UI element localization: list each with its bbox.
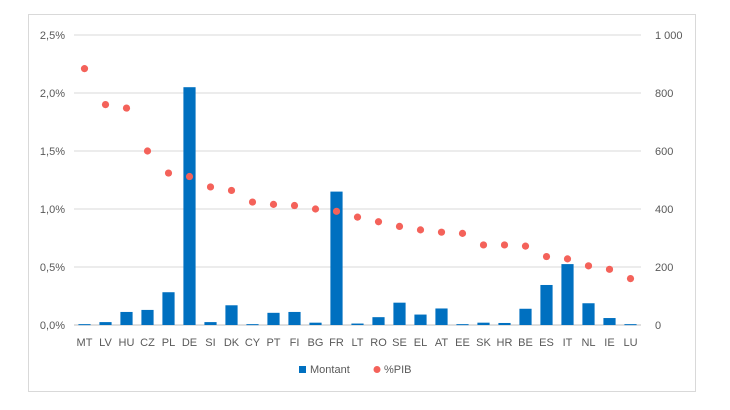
point-pib: [248, 198, 257, 206]
point-pib: [206, 183, 215, 191]
y-left-tick-label: 2,5%: [40, 30, 65, 42]
x-tick-label: HR: [497, 337, 513, 349]
y-left-tick-label: 0,5%: [40, 262, 65, 274]
bar-montant: [582, 303, 595, 325]
bar-montant: [372, 317, 385, 325]
x-tick-label: EL: [414, 337, 427, 349]
legend-marker-pib: [373, 366, 381, 373]
point-pib: [122, 104, 131, 112]
x-tick-label: CZ: [140, 337, 155, 349]
x-tick-label: IE: [604, 337, 614, 349]
x-tick-label: CY: [245, 337, 261, 349]
y-right-tick-label: 600: [655, 146, 673, 158]
x-tick-label: IT: [563, 337, 573, 349]
y-right-tick-label: 0: [655, 320, 661, 332]
bar-montant: [456, 324, 469, 326]
x-tick-label: DE: [182, 337, 197, 349]
x-tick-label: FR: [329, 337, 344, 349]
point-pib: [227, 186, 236, 195]
legend-label-pib: %PIB: [384, 364, 412, 376]
bar-montant: [204, 322, 217, 325]
x-tick-label: LT: [351, 337, 363, 349]
bar-montant: [330, 191, 343, 325]
x-tick-label: RO: [370, 337, 387, 349]
bar-montant: [288, 311, 301, 325]
x-tick-label: LV: [99, 337, 112, 349]
x-tick-label: AT: [435, 337, 449, 349]
bar-montant: [540, 284, 553, 325]
y-left-tick-label: 2,0%: [40, 88, 65, 100]
x-tick-label: PL: [162, 337, 175, 349]
y-right-tick-label: 800: [655, 88, 673, 100]
point-pib: [164, 169, 173, 177]
x-tick-label: SK: [476, 337, 491, 349]
point-pib: [353, 213, 362, 221]
x-tick-label: PT: [266, 337, 280, 349]
x-tick-label: ES: [539, 337, 554, 349]
y-left-tick-label: 1,5%: [40, 146, 65, 158]
x-tick-label: HU: [119, 337, 135, 349]
x-tick-label: LU: [623, 337, 637, 349]
point-pib: [332, 207, 341, 215]
y-right-tick-label: 200: [655, 262, 673, 274]
bar-montant: [603, 318, 616, 325]
point-pib: [500, 241, 509, 249]
bar-montant: [435, 308, 448, 325]
point-pib: [143, 147, 152, 155]
y-left-tick-label: 1,0%: [40, 204, 65, 216]
x-tick-label: MT: [77, 337, 93, 349]
point-pib: [269, 200, 278, 208]
bar-montant: [120, 311, 133, 325]
bar-montant: [309, 322, 322, 325]
bar-montant: [267, 312, 280, 325]
point-pib: [563, 255, 572, 263]
legend-label-montant: Montant: [310, 364, 350, 376]
point-pib: [101, 101, 110, 109]
bar-montant: [477, 322, 490, 325]
x-tick-label: BE: [518, 337, 533, 349]
bar-montant: [141, 309, 154, 325]
point-pib: [311, 205, 320, 213]
point-pib: [521, 242, 530, 250]
bar-montant: [183, 87, 196, 325]
point-pib: [584, 262, 593, 270]
bar-montant: [624, 324, 637, 326]
x-tick-label: SE: [392, 337, 407, 349]
point-pib: [605, 265, 614, 273]
legend-marker-montant: [299, 366, 306, 373]
point-pib: [290, 201, 299, 210]
point-pib: [479, 241, 488, 249]
bar-montant: [519, 308, 532, 325]
x-tick-label: BG: [308, 337, 324, 349]
bar-montant: [498, 322, 511, 325]
bar-montant: [162, 292, 175, 325]
x-tick-label: EE: [455, 337, 470, 349]
point-pib: [458, 229, 467, 237]
point-pib: [374, 218, 383, 226]
point-pib: [416, 226, 425, 234]
combo-chart: 0,0% 0,5% 1,0% 1,5% 2,0% 2,5% 0 200 400 600 800 1 0…: [40, 30, 683, 376]
x-tick-label: FI: [290, 337, 300, 349]
y-left-tick-label: 0,0%: [40, 320, 65, 332]
x-tick-label: NL: [581, 337, 595, 349]
x-tick-label: DK: [224, 337, 240, 349]
y-right-tick-label: 1 000: [655, 30, 683, 42]
bar-montant: [246, 324, 259, 326]
point-pib: [626, 275, 635, 283]
point-pib: [437, 228, 446, 236]
point-pib: [542, 252, 551, 261]
bar-montant: [393, 302, 406, 325]
point-pib: [80, 65, 89, 73]
point-pib: [395, 222, 404, 230]
bar-montant: [225, 305, 238, 325]
bar-montant: [561, 264, 574, 325]
bar-montant: [78, 324, 91, 326]
bar-montant: [351, 323, 364, 325]
chart-frame: 0,0% 0,5% 1,0% 1,5% 2,0% 2,5% 0 200 400 600 800 1 0…: [28, 14, 696, 392]
point-pib: [185, 172, 194, 181]
x-tick-label: SI: [205, 337, 215, 349]
bar-montant: [99, 322, 112, 325]
y-right-tick-label: 400: [655, 204, 673, 216]
bar-montant: [414, 314, 427, 325]
